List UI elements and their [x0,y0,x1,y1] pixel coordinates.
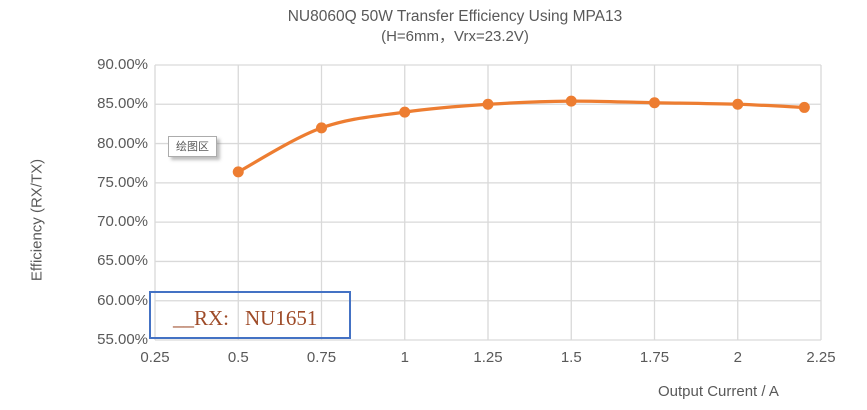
x-tick-label: 0.75 [306,349,337,366]
x-axis-title: Output Current / A [658,383,779,400]
y-tick-label: 70.00% [97,213,148,231]
efficiency-series-line [236,99,807,174]
x-tick-label: 1.25 [473,349,503,366]
y-tick-label: 80.00% [97,134,148,152]
x-tick-label: 1.75 [639,349,670,366]
chart-title-block: NU8060Q 50W Transfer Efficiency Using MP… [45,7,865,47]
chart-subtitle: (H=6mm，Vrx=23.2V) [381,28,529,45]
x-tick-label: 0.25 [140,349,170,366]
x-tick-label: 0.5 [227,349,249,366]
y-tick-label: 60.00% [97,291,148,309]
y-tick-label: 75.00% [97,173,148,191]
y-tick-label: 55.00% [97,331,148,348]
data-point-marker [732,98,744,110]
data-point-marker [482,98,494,110]
data-point-marker [232,166,244,178]
rx-textbox-value: NU1651 [245,305,318,330]
rx-textbox[interactable]: __RX: NU1651 [149,291,351,339]
y-tick-label: 85.00% [97,95,148,113]
plot-area-tooltip: 绘图区 [168,136,217,157]
chart-title: NU8060Q 50W Transfer Efficiency Using MP… [287,8,623,25]
data-point-marker [798,101,810,113]
x-tick-label: 1 [400,349,409,366]
data-point-marker [316,122,327,134]
y-tick-label: 65.00% [97,252,148,270]
x-tick-label: 1.5 [560,349,582,366]
y-tick-label: 90.00% [97,56,148,73]
data-point-marker [649,97,660,109]
x-tick-label: 2 [733,349,742,366]
rx-textbox-label: __RX: [173,305,230,330]
data-point-marker [565,95,577,107]
data-point-marker [399,106,411,118]
x-tick-label: 2.25 [806,349,836,366]
